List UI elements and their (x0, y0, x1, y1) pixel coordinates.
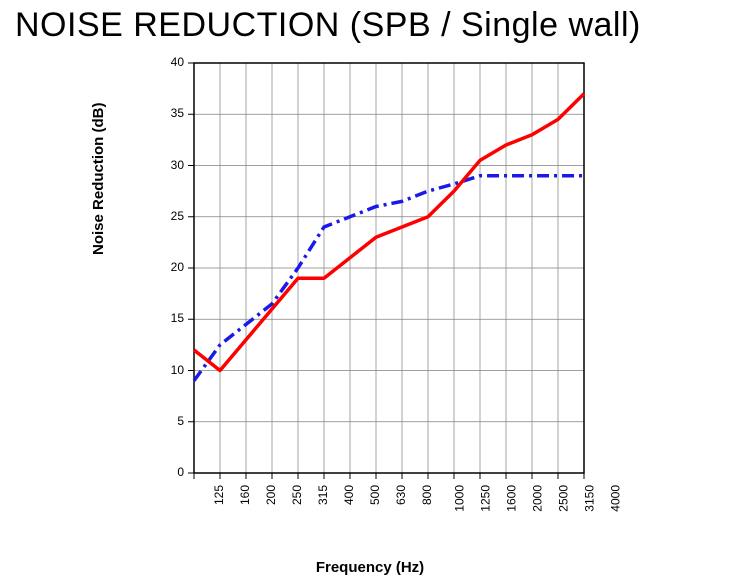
x-tick-label: 125 (212, 485, 226, 505)
page-title: NOISE REDUCTION (SPB / Single wall) (15, 6, 641, 45)
y-tick-label: 10 (154, 363, 184, 377)
y-tick-label: 40 (154, 55, 184, 69)
x-tick-label: 4000 (609, 485, 623, 512)
y-tick-label: 0 (154, 465, 184, 479)
x-tick-label: 250 (290, 485, 304, 505)
chart-container: Noise Reduction (dB) 0510152025303540 12… (120, 55, 620, 570)
y-tick-label: 30 (154, 158, 184, 172)
y-tick-label: 5 (154, 414, 184, 428)
series-blue (194, 176, 584, 381)
x-tick-label: 315 (316, 485, 330, 505)
x-tick-label: 2500 (557, 485, 571, 512)
page: NOISE REDUCTION (SPB / Single wall) Nois… (0, 0, 736, 587)
x-axis-label: Frequency (Hz) (120, 559, 620, 576)
y-axis-label: Noise Reduction (dB) (90, 103, 107, 256)
y-tick-label: 25 (154, 209, 184, 223)
series-red (194, 94, 584, 371)
y-tick-label: 15 (154, 311, 184, 325)
x-tick-label: 630 (394, 485, 408, 505)
x-tick-label: 1000 (453, 485, 467, 512)
x-tick-label: 800 (420, 485, 434, 505)
x-tick-label: 160 (238, 485, 252, 505)
x-tick-label: 1250 (479, 485, 493, 512)
x-tick-label: 1600 (505, 485, 519, 512)
x-tick-label: 3150 (583, 485, 597, 512)
y-tick-label: 35 (154, 106, 184, 120)
x-tick-label: 200 (264, 485, 278, 505)
x-tick-label: 500 (368, 485, 382, 505)
x-tick-label: 2000 (531, 485, 545, 512)
line-chart (120, 55, 620, 535)
x-tick-label: 400 (342, 485, 356, 505)
y-tick-label: 20 (154, 260, 184, 274)
